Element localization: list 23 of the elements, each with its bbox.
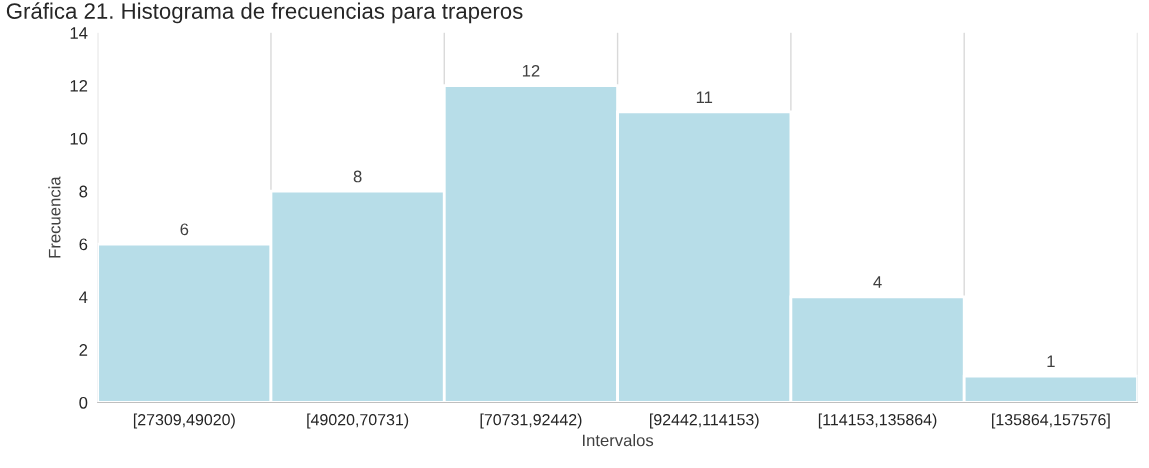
data-label: 4 [873,276,882,288]
x-tick-label: [49020,70731) [307,413,409,429]
x-axis-title: Intervalos [583,434,654,447]
y-tick-label: 6 [79,238,88,251]
y-tick-label: 10 [70,132,88,145]
y-tick-label: 8 [79,185,88,198]
data-label: 6 [180,223,189,236]
y-tick-label: 0 [79,396,88,409]
x-tick-label: [92442,114153) [650,413,759,429]
y-axis-title: Frecuencia [48,176,61,258]
data-label: 8 [353,170,362,183]
chart-title: Gráfica 21. Histograma de frecuencias para traperos [6,2,523,24]
y-tick-label: 14 [70,27,88,39]
data-label: 1 [1047,355,1055,368]
y-tick-label: 12 [70,79,88,92]
y-tick-label: 2 [79,344,88,356]
x-tick-label: [27309,49020) [133,413,235,429]
data-label: 11 [696,91,713,103]
x-tick-label: [70731,92442) [480,413,582,429]
y-tick-label: 4 [79,291,88,303]
x-tick-label: [114153,135864) [818,413,937,429]
x-tick-label: [135864,157576] [992,413,1110,429]
data-label: 12 [522,64,540,77]
